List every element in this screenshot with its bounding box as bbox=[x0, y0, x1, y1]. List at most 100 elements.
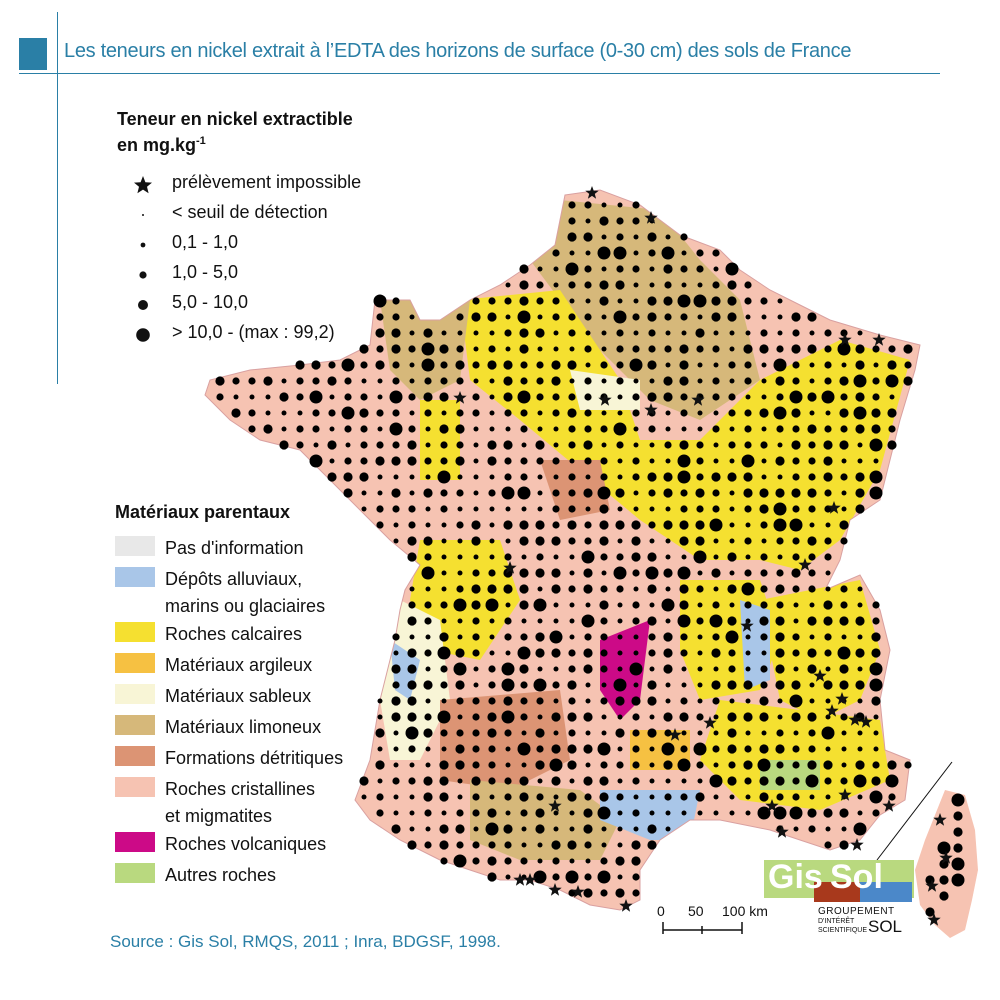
sample-dot bbox=[601, 442, 607, 448]
sample-dot bbox=[408, 521, 416, 529]
sample-dot bbox=[839, 808, 849, 818]
sample-dot bbox=[679, 600, 689, 610]
sample-dot bbox=[248, 377, 256, 385]
sample-dot bbox=[393, 474, 399, 480]
sample-dot bbox=[677, 294, 691, 308]
sample-dot bbox=[344, 377, 352, 385]
sample-dot bbox=[807, 392, 817, 402]
sample-stars bbox=[453, 186, 953, 926]
sample-dot bbox=[377, 714, 383, 720]
sample-dot bbox=[601, 570, 607, 576]
sample-dot bbox=[823, 760, 833, 770]
sample-dot bbox=[519, 568, 529, 578]
sample-dot bbox=[393, 810, 399, 816]
sample-dot bbox=[601, 202, 607, 208]
sample-dot bbox=[777, 330, 783, 336]
sample-dot bbox=[344, 425, 352, 433]
sample-dot bbox=[631, 840, 641, 850]
sample-dot bbox=[729, 330, 735, 336]
sample-dot bbox=[857, 458, 863, 464]
sample-dot bbox=[569, 298, 575, 304]
sample-dot bbox=[424, 601, 432, 609]
sample-dot bbox=[488, 489, 496, 497]
sample-dot bbox=[521, 826, 527, 832]
sample-dot bbox=[568, 201, 576, 209]
sample-dot bbox=[537, 346, 543, 352]
sample-dot bbox=[248, 409, 256, 417]
sample-dot bbox=[725, 630, 739, 644]
sample-dot bbox=[807, 488, 817, 498]
sample-dot bbox=[584, 281, 592, 289]
sample-dot bbox=[341, 406, 355, 420]
sample-dot bbox=[677, 470, 691, 484]
sample-dot bbox=[677, 566, 691, 580]
sample-dot bbox=[744, 409, 752, 417]
legend-swatch bbox=[115, 567, 155, 587]
sample-dot bbox=[392, 441, 400, 449]
sample-dot bbox=[745, 522, 751, 528]
sample-dot bbox=[425, 474, 431, 480]
sample-dot bbox=[647, 360, 657, 370]
sample-dot bbox=[939, 875, 949, 885]
sample-dot bbox=[807, 648, 817, 658]
sample-dot bbox=[408, 505, 416, 513]
star-icon bbox=[859, 715, 873, 728]
sample-dot bbox=[487, 440, 497, 450]
sample-dot bbox=[824, 377, 832, 385]
sample-dot bbox=[568, 329, 576, 337]
sample-dot bbox=[584, 457, 592, 465]
sample-dot bbox=[584, 377, 592, 385]
sample-dot bbox=[773, 358, 787, 372]
sample-dot bbox=[791, 408, 801, 418]
sample-dot bbox=[601, 410, 607, 416]
sample-dot bbox=[391, 824, 401, 834]
sample-dot bbox=[809, 794, 815, 800]
sample-dot bbox=[440, 441, 448, 449]
legend-swatch bbox=[115, 746, 155, 766]
sample-dot bbox=[391, 488, 401, 498]
sample-dot bbox=[632, 313, 640, 321]
sample-dot bbox=[951, 793, 965, 807]
sample-dot bbox=[584, 873, 592, 881]
sample-dot bbox=[553, 426, 559, 432]
sample-dot bbox=[695, 328, 705, 338]
sample-dot bbox=[472, 857, 480, 865]
sample-dot bbox=[839, 840, 849, 850]
sample-dot bbox=[537, 858, 543, 864]
sample-dot bbox=[759, 712, 769, 722]
sample-dot bbox=[728, 393, 736, 401]
sample-dot bbox=[681, 778, 687, 784]
sample-dot bbox=[472, 409, 480, 417]
sample-dot bbox=[823, 616, 833, 626]
sample-dot bbox=[615, 888, 625, 898]
star-icon bbox=[848, 713, 862, 726]
sample-dot bbox=[696, 249, 704, 257]
sample-dot bbox=[407, 536, 417, 546]
sample-dot bbox=[632, 809, 640, 817]
sample-dot bbox=[837, 646, 851, 660]
star-icon bbox=[872, 333, 886, 346]
sample-dot bbox=[504, 793, 512, 801]
sample-dot bbox=[696, 761, 704, 769]
sample-dot bbox=[744, 505, 752, 513]
sample-dot bbox=[377, 698, 383, 704]
sample-dot bbox=[361, 378, 367, 384]
sample-dot bbox=[744, 281, 752, 289]
sample-dot bbox=[680, 649, 688, 657]
sample-dot bbox=[377, 426, 383, 432]
sample-dot bbox=[440, 601, 448, 609]
sample-dot bbox=[840, 473, 848, 481]
sample-dot bbox=[295, 360, 305, 370]
sample-dot bbox=[537, 586, 543, 592]
sample-dot bbox=[793, 666, 799, 672]
legend-swatch bbox=[115, 536, 155, 556]
sample-dot bbox=[729, 506, 735, 512]
sample-dot bbox=[729, 698, 735, 704]
sample-dot bbox=[712, 345, 720, 353]
sample-dot bbox=[809, 362, 815, 368]
sample-dot bbox=[712, 505, 720, 513]
sample-dot bbox=[601, 346, 607, 352]
sample-dot bbox=[615, 520, 625, 530]
sample-dot bbox=[615, 488, 625, 498]
sample-dot bbox=[569, 570, 575, 576]
